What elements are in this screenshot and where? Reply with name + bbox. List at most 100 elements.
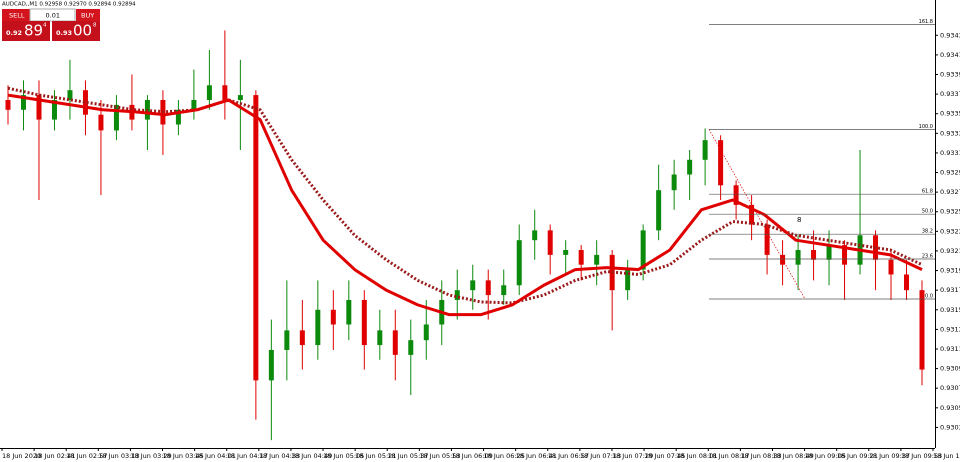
x-tick-label: 18 Jun 08:17: [708, 452, 749, 460]
candle-body: [625, 269, 631, 291]
x-tick-label: 18 Jun 09:05: [805, 452, 846, 460]
candle-body: [5, 99, 11, 110]
candle-body: [687, 159, 693, 175]
candle-body: [749, 204, 755, 225]
y-tick-label: 0.93295: [940, 169, 960, 177]
candle-body: [36, 95, 42, 120]
candle-body: [671, 174, 677, 191]
x-tick-label: 18 Jun 04:49: [291, 452, 332, 460]
x-tick-label: 18 Jun 04:01: [195, 452, 236, 460]
fib-level-label: 100.0: [919, 124, 933, 130]
x-tick-label: 18 Jun 08:33: [740, 452, 781, 460]
buy-price-prefix: 0.93: [56, 29, 72, 37]
y-tick-label: 0.93255: [940, 208, 960, 216]
candle-body: [237, 95, 243, 100]
x-tick-label: 18 Jun 05:21: [355, 452, 396, 460]
x-tick-label: 18 Jun 09:53: [901, 452, 942, 460]
candle-body: [470, 280, 476, 291]
y-tick-label: 0.93035: [940, 423, 960, 431]
y-tick-label: 0.93075: [940, 384, 960, 392]
candle-body: [702, 140, 708, 160]
fib-level-label: 161.8: [919, 19, 933, 25]
x-tick-label: 18 Jun 07:13: [580, 452, 621, 460]
candle-body: [113, 104, 119, 131]
plot: [5, 30, 925, 441]
candle-body: [330, 309, 336, 325]
y-tick-label: 0.93415: [940, 51, 960, 59]
y-tick-label: 0.93335: [940, 129, 960, 137]
x-tick-label: 18 Jun 08:01: [676, 452, 717, 460]
fib-level-label: 23.6: [922, 253, 933, 259]
y-tick-label: 0.93095: [940, 365, 960, 373]
candle-body: [640, 230, 646, 270]
candle-body: [578, 249, 584, 265]
candle-body: [547, 230, 553, 255]
candle-body: [826, 245, 832, 260]
x-tick-label: 18 Jun 05:37: [387, 452, 428, 460]
sell-price-box[interactable]: [2, 21, 50, 41]
candle-body: [253, 95, 259, 381]
sell-button[interactable]: [2, 9, 30, 21]
y-tick-label: 0.93195: [940, 267, 960, 275]
candle-body: [408, 340, 414, 355]
x-tick-label: 18 Jun 06:41: [516, 452, 557, 460]
y-tick-label: 0.93355: [940, 110, 960, 118]
y-tick-label: 0.93275: [940, 188, 960, 196]
candle-body: [346, 299, 352, 325]
moving-average: [7, 86, 923, 305]
candle-body: [795, 249, 801, 265]
sell-price-main: 89: [24, 22, 43, 40]
candle-body: [454, 290, 460, 300]
x-tick-label: 18 Jun 03:45: [163, 452, 204, 460]
x-tick-label: 18 Jun 09:37: [869, 452, 910, 460]
candle-body: [532, 230, 538, 241]
candle-body: [392, 330, 398, 355]
x-tick-label: 18 Jun 08:49: [772, 452, 813, 460]
x-tick-label: 18 Jun 10:09: [933, 452, 960, 460]
candle-body: [51, 99, 57, 120]
trade-panel: SELL 0.01 BUY 0.92 89 4 0.93 00 8: [2, 8, 100, 41]
y-tick-label: 0.93115: [940, 345, 960, 353]
fib-level-label: 61.8: [922, 189, 933, 195]
symbol-header: AUDCAD,,M1 0.92958 0.92970 0.92894 0.928…: [2, 2, 136, 8]
moving-average: [7, 93, 923, 317]
x-tick-label: 18 Jun 03:29: [130, 452, 171, 460]
buy-button[interactable]: [76, 9, 100, 21]
fib-level-label: 38.2: [922, 229, 933, 235]
candle-body: [206, 85, 212, 100]
x-tick-label: 18 Jun 02:57: [66, 452, 107, 460]
y-tick-label: 0.93235: [940, 227, 960, 235]
buy-price-point: 8: [93, 23, 97, 29]
x-tick-label: 18 Jun 2020: [2, 452, 41, 460]
candle-body: [98, 114, 104, 131]
sell-price-point: 4: [43, 23, 47, 29]
candle-body: [811, 249, 817, 260]
candle-body: [563, 249, 569, 255]
candle-body: [904, 274, 910, 291]
candle-body: [175, 109, 181, 125]
candle-body: [67, 90, 73, 100]
x-tick-label: 18 Jun 04:33: [259, 452, 300, 460]
buy-price-box[interactable]: [52, 21, 100, 41]
candle-body: [780, 254, 786, 265]
y-tick-label: 0.93395: [940, 71, 960, 79]
x-tick-label: 18 Jun 05:53: [419, 452, 460, 460]
candle-body: [733, 185, 739, 205]
candle-body: [718, 140, 724, 186]
y-tick-label: 0.93315: [940, 149, 960, 157]
y-tick-label: 0.93155: [940, 306, 960, 314]
fib-level-label: 50.0: [922, 209, 933, 215]
x-tick-label: 18 Jun 02:41: [34, 452, 75, 460]
candle-body: [423, 324, 429, 341]
fib-level-label: 0.0: [925, 293, 933, 299]
candle-body: [20, 95, 26, 110]
candle-body: [842, 245, 848, 265]
candle-body: [284, 330, 290, 350]
candle-body: [315, 309, 321, 346]
x-tick-label: 18 Jun 04:17: [227, 452, 268, 460]
x-tick-label: 18 Jun 09:21: [837, 452, 878, 460]
candle-body: [268, 349, 274, 381]
candle-body: [764, 224, 770, 255]
